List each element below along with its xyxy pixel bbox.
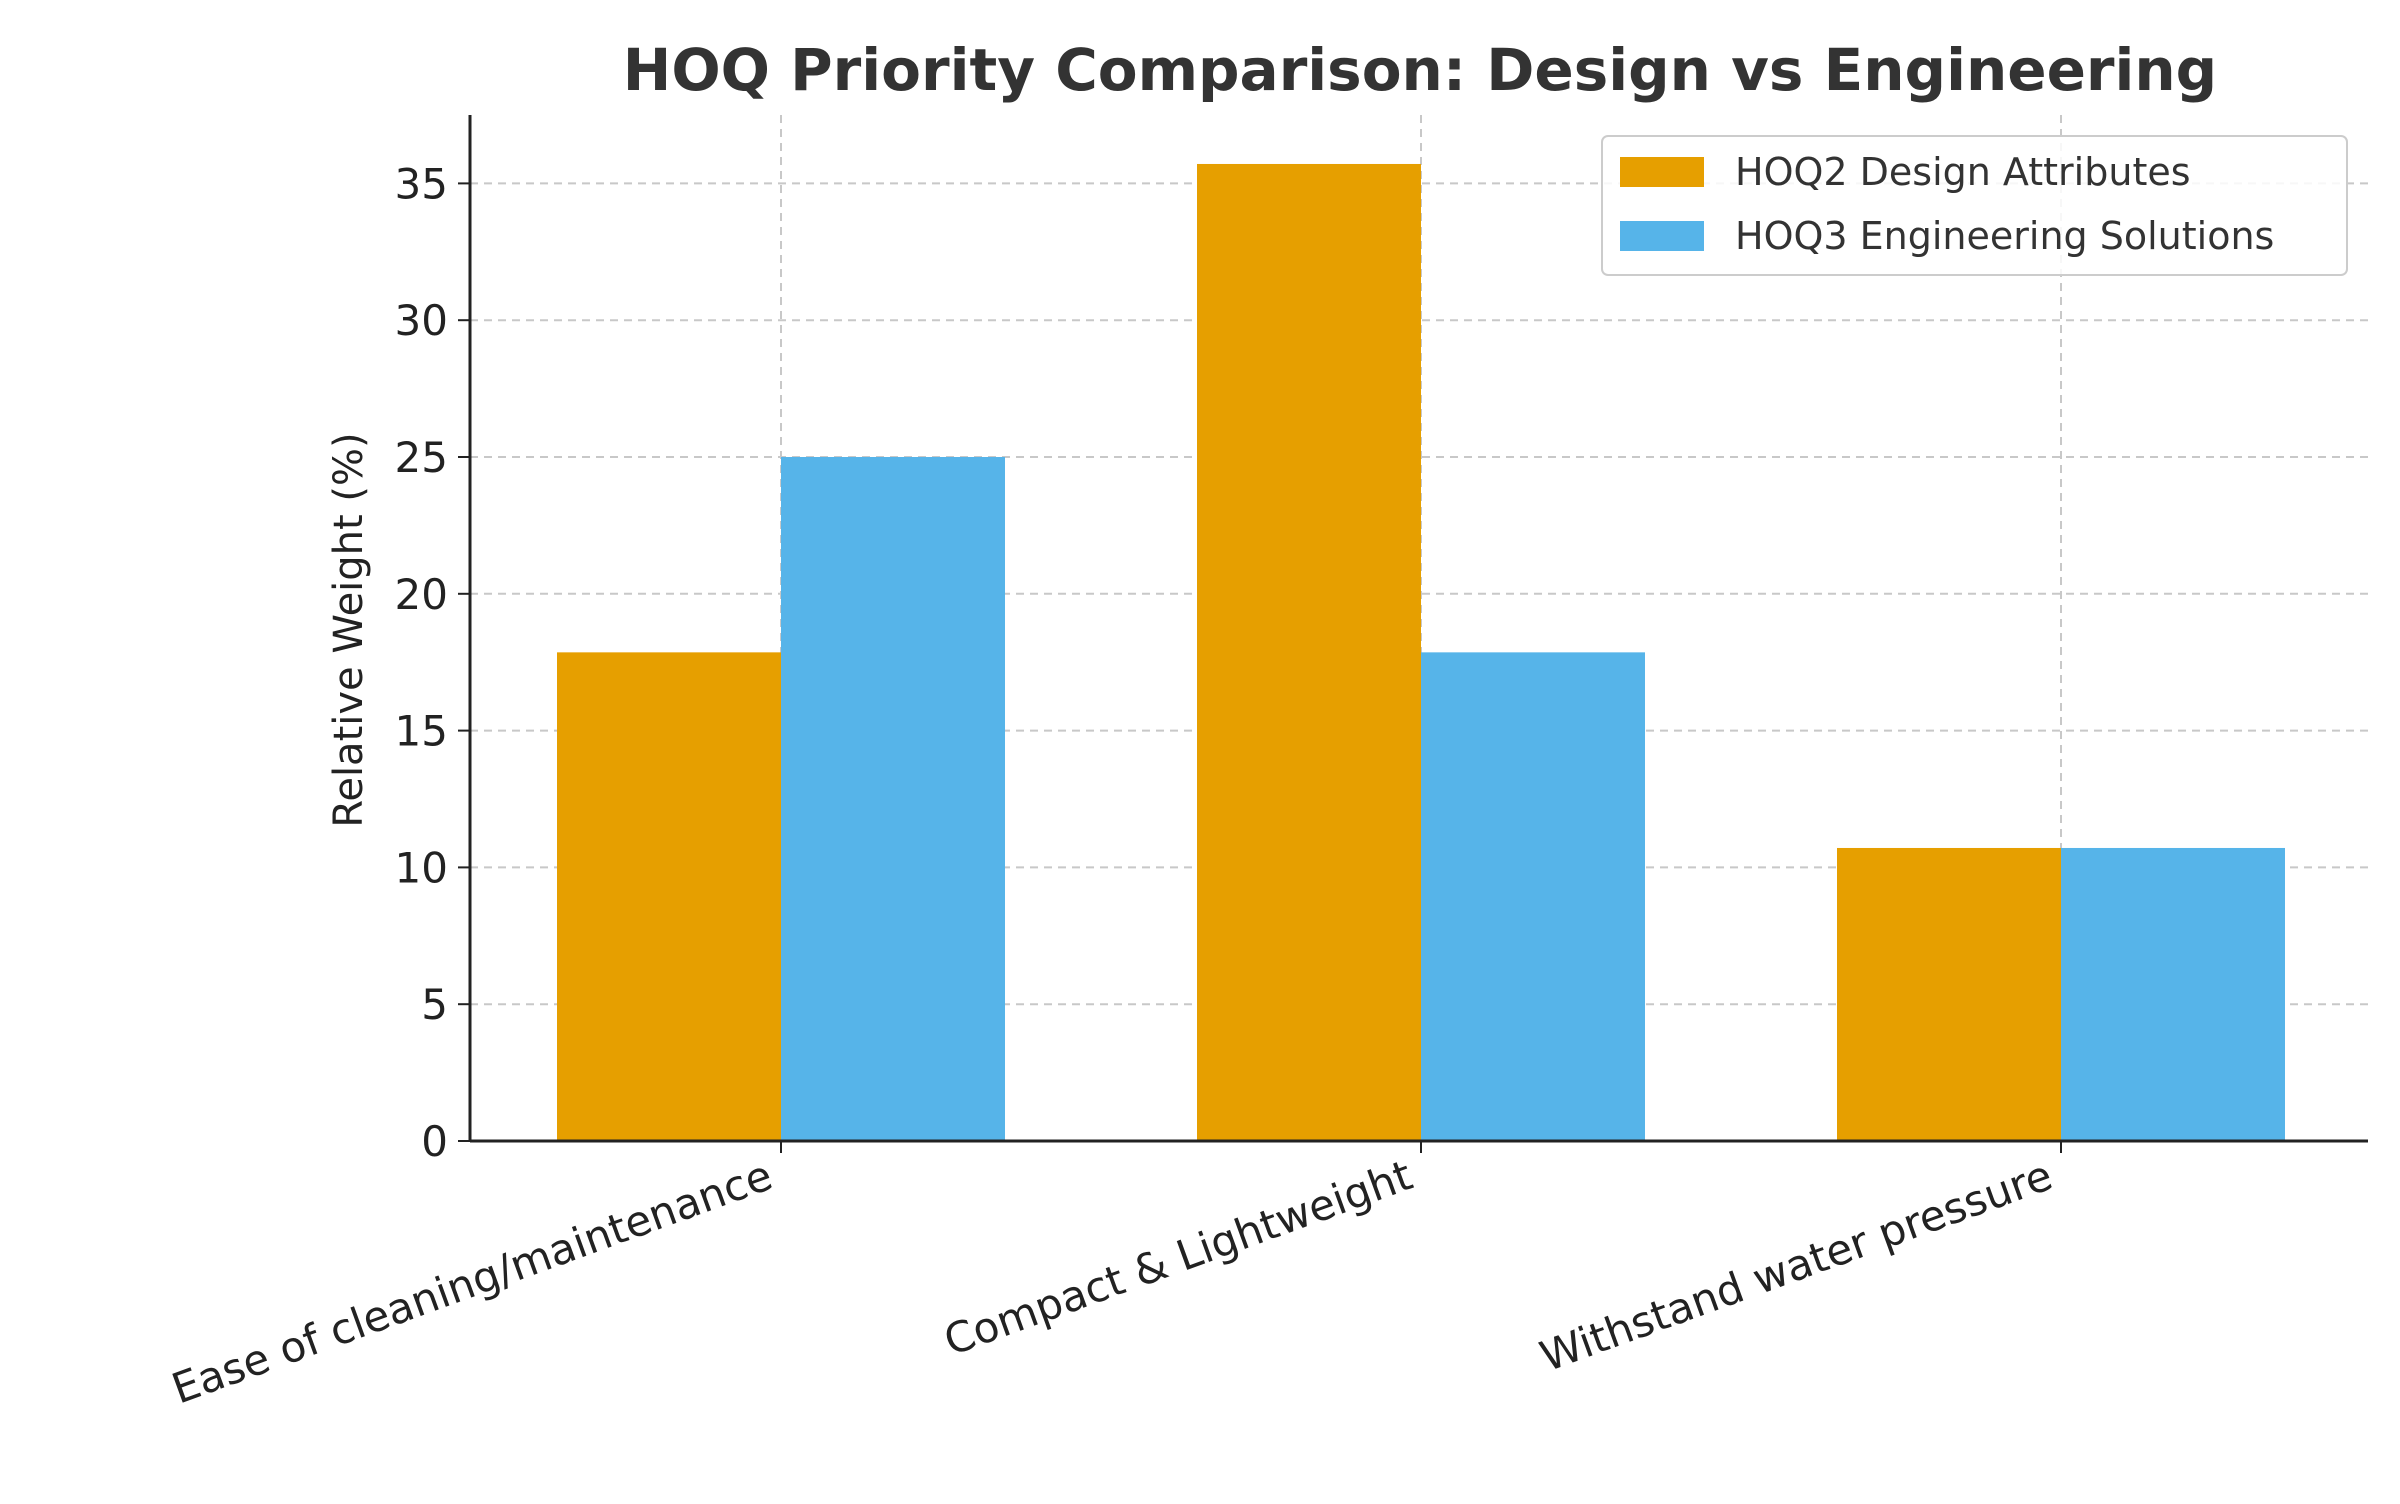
legend-frame — [1601, 135, 2348, 276]
bars — [557, 163, 2285, 1142]
bar-hoq2-2 — [1837, 847, 2061, 1141]
bar-hoq2-1 — [1197, 163, 1421, 1142]
y-tick-label: 0 — [421, 1117, 448, 1166]
bar-hoq3-0 — [781, 457, 1005, 1141]
bar-hoq3-2 — [2061, 847, 2285, 1141]
axes — [458, 115, 2368, 1153]
y-tick-label: 20 — [395, 570, 448, 619]
y-tick-label: 5 — [421, 980, 448, 1029]
y-tick-label: 25 — [395, 433, 448, 482]
y-tick-label: 15 — [395, 707, 448, 756]
bar-hoq3-1 — [1421, 652, 1645, 1141]
legend-label-hoq2: HOQ2 Design Attributes — [1735, 150, 2191, 194]
bar-hoq2-0 — [557, 652, 781, 1141]
legend-swatch-hoq3 — [1620, 221, 1704, 251]
y-tick-label: 35 — [395, 159, 448, 208]
tick-labels: 0 5 10 15 20 25 30 35 Ease of cleaning/maintenan… — [166, 159, 2059, 1413]
x-tick-label: Ease of cleaning/maintenance — [166, 1150, 779, 1413]
legend: HOQ2 Design Attributes HOQ3 Engineering … — [1601, 135, 2348, 276]
x-tick-label: Compact & Lightweight — [938, 1150, 1419, 1365]
y-tick-label: 30 — [395, 296, 448, 345]
y-tick-label: 10 — [395, 843, 448, 892]
x-tick-label: Withstand water pressure — [1534, 1150, 2059, 1381]
y-axis-label: Relative Weight (%) — [326, 432, 372, 827]
chart-title: HOQ Priority Comparison: Design vs Engin… — [623, 36, 2217, 104]
legend-swatch-hoq2 — [1620, 157, 1704, 187]
legend-label-hoq3: HOQ3 Engineering Solutions — [1735, 214, 2274, 258]
